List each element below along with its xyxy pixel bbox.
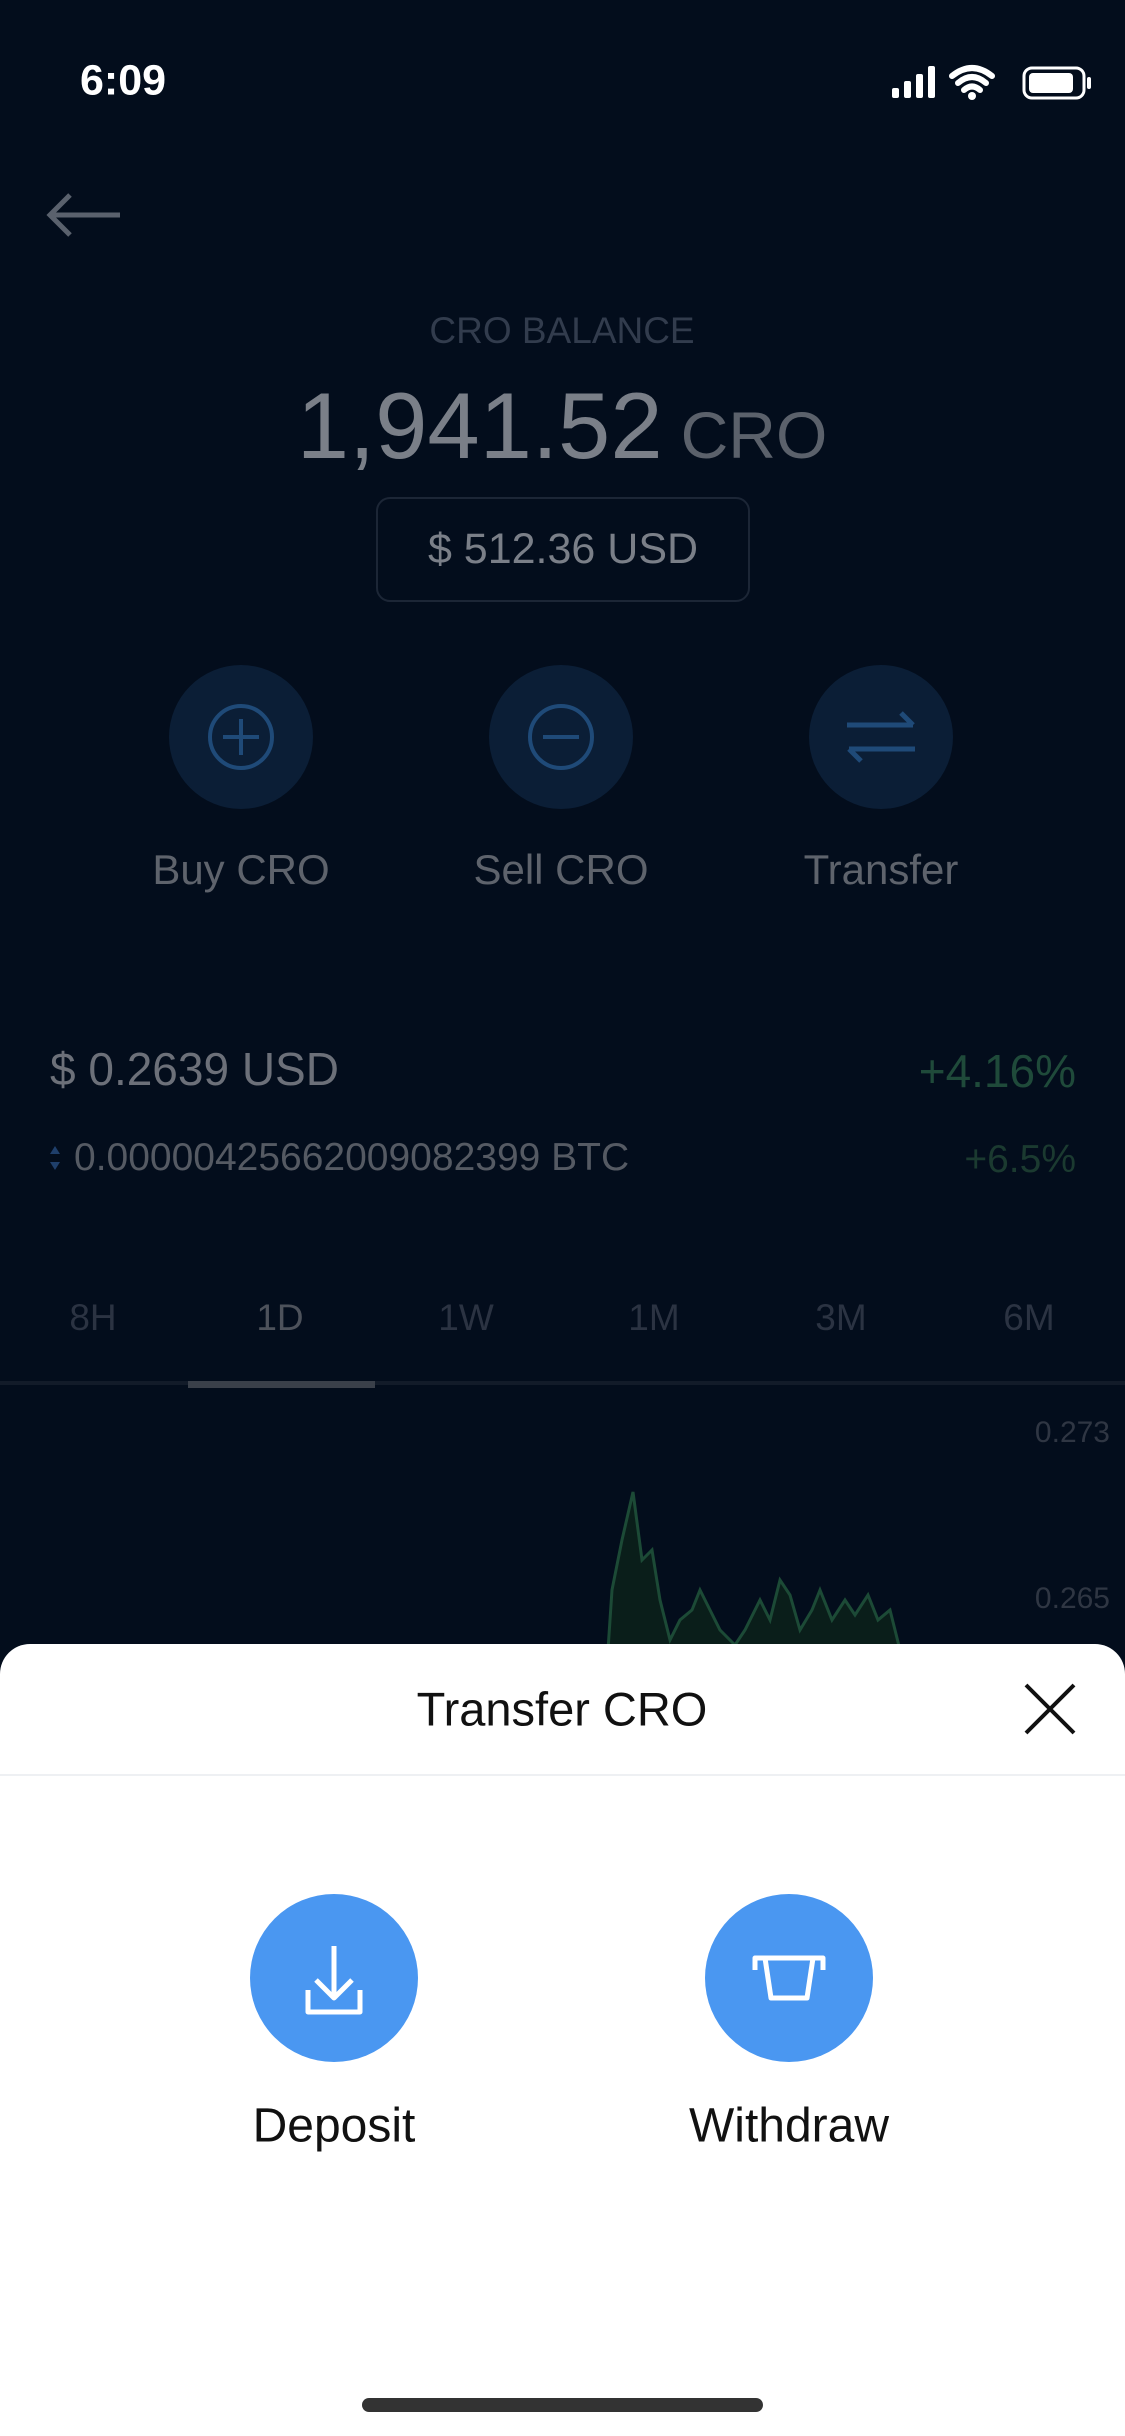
chart-label: 0.273 [1034, 1416, 1110, 1449]
sheet-divider [0, 1774, 1125, 1776]
sort-icon [50, 1146, 60, 1170]
option-label[interactable]: Withdraw [688, 2099, 890, 2153]
chart-label: 0.265 [1034, 1582, 1110, 1615]
action-label: Buy CRO [152, 846, 330, 893]
deposit-button[interactable] [250, 1894, 418, 2062]
withdraw-button[interactable] [705, 1894, 873, 2062]
tab-divider [0, 1381, 1125, 1385]
price-btc: 0.00000425662009082399 BTC [74, 1136, 630, 1179]
balance-label: CRO BALANCE [429, 310, 695, 351]
sell-button[interactable] [489, 665, 633, 809]
close-button[interactable] [1022, 1681, 1078, 1737]
price-change: +4.16% [918, 1045, 1076, 1097]
sheet-title: Transfer CRO [416, 1682, 708, 1736]
range-tab[interactable]: 1W [438, 1297, 494, 1338]
range-tab[interactable]: 6M [1003, 1297, 1055, 1338]
bottom-sheet [0, 1644, 1125, 2436]
balance-unit: CRO [680, 398, 828, 472]
option-label[interactable]: Deposit [252, 2099, 416, 2153]
status-time: 6:09 [80, 56, 167, 105]
range-tab[interactable]: 1D [256, 1297, 304, 1338]
range-tab[interactable]: 3M [815, 1297, 867, 1338]
fiat-balance: $ 512.36 USD [376, 497, 750, 602]
home-indicator [362, 2398, 763, 2412]
balance-amount: 1,941.52 [296, 373, 663, 478]
action-label: Transfer [803, 846, 959, 893]
price-sparkline [606, 1491, 902, 1650]
btc-change: +6.5% [964, 1138, 1076, 1181]
status-icons [892, 65, 1091, 100]
back-button[interactable] [44, 190, 124, 240]
range-tab[interactable]: 8H [69, 1297, 117, 1338]
tab-indicator [188, 1381, 375, 1388]
range-tab[interactable]: 1M [628, 1297, 680, 1338]
price-usd: $ 0.2639 USD [50, 1043, 339, 1095]
action-label: Sell CRO [473, 846, 649, 893]
balance: 1,941.52 CRO [297, 372, 828, 480]
transfer-button[interactable] [809, 665, 953, 809]
buy-button[interactable] [169, 665, 313, 809]
